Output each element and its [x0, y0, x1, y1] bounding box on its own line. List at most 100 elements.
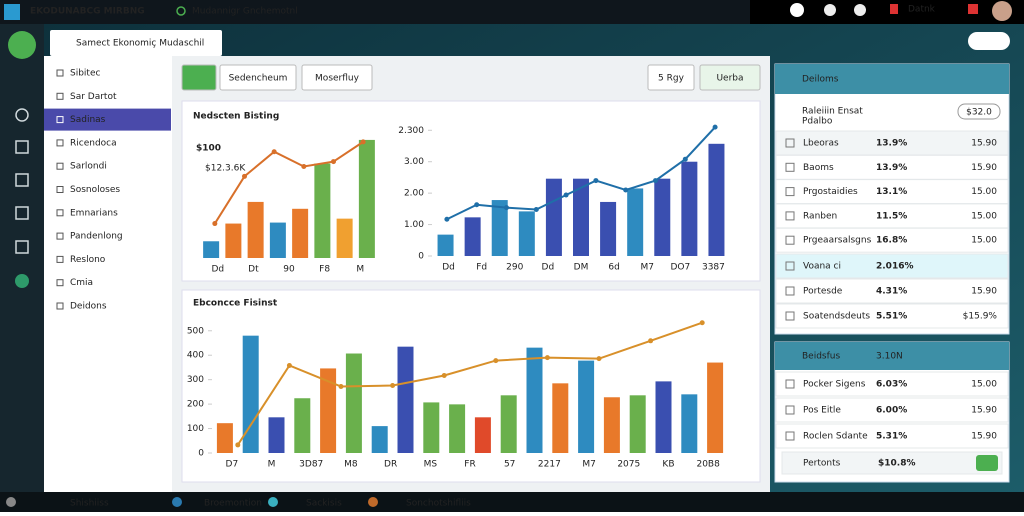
list-row[interactable]: [775, 154, 1009, 180]
y-tick-label: 3.00: [404, 157, 424, 167]
row-change: 4.31%: [876, 287, 907, 297]
avatar[interactable]: [992, 1, 1012, 21]
trend-point: [533, 206, 539, 212]
bar: [216, 423, 233, 453]
rail-icon[interactable]: [15, 140, 29, 154]
y-tick-label: 300: [187, 375, 204, 385]
trend-point: [653, 178, 658, 184]
list-row[interactable]: [775, 253, 1009, 279]
row-value: 15.00: [971, 236, 997, 246]
chart-value: $100: [196, 144, 221, 154]
toolbar-button[interactable]: [181, 64, 217, 91]
bar: [292, 208, 309, 258]
toolbar-button[interactable]: [699, 64, 761, 91]
icon[interactable]: [968, 4, 978, 14]
rail-icon[interactable]: [15, 173, 29, 187]
row-value: 15.00: [971, 211, 997, 221]
bar: [314, 163, 331, 258]
rail-icon[interactable]: [15, 206, 29, 220]
panel-title: Deiloms: [802, 75, 839, 85]
rail-icon-active[interactable]: [8, 31, 36, 59]
y-tick-label: 400: [187, 351, 204, 361]
bar: [578, 360, 595, 453]
footer-name: Pertonts: [803, 459, 841, 469]
bar: [371, 426, 388, 453]
row-change: 5.31%: [876, 432, 907, 442]
list-row[interactable]: [775, 227, 1009, 253]
footer-button[interactable]: [976, 455, 998, 471]
trend-point: [360, 139, 366, 145]
x-tick-label: M7: [582, 460, 596, 470]
taskbar-icon[interactable]: [268, 497, 278, 507]
chart-card: [181, 289, 761, 483]
x-tick-label: KB: [662, 460, 674, 470]
row-icon: [785, 235, 795, 245]
search-button[interactable]: [968, 32, 1010, 50]
sidebar-icon: [56, 92, 64, 100]
icon[interactable]: [790, 3, 804, 17]
list-row[interactable]: [775, 423, 1009, 449]
x-tick-label: Dd: [542, 263, 555, 273]
row-change: 5.51%: [876, 312, 907, 322]
sidebar-icon: [56, 69, 64, 77]
icon[interactable]: [854, 4, 866, 16]
row-change: 13.9%: [876, 163, 907, 173]
bar: [203, 241, 220, 258]
bar: [518, 211, 535, 256]
row-name: Pos Eitle: [803, 406, 841, 416]
row-icon: [785, 405, 795, 415]
row-value: 15.90: [971, 163, 997, 173]
bar: [269, 222, 286, 258]
icon[interactable]: [824, 4, 836, 16]
rail-icon[interactable]: [15, 240, 29, 254]
taskbar-icon[interactable]: [6, 497, 16, 507]
taskbar-icon[interactable]: [172, 497, 182, 507]
rail-icon[interactable]: [15, 274, 29, 288]
y-tick-label: 0: [418, 252, 424, 262]
toolbar-button[interactable]: [219, 64, 297, 91]
row-change: 13.9%: [876, 139, 907, 149]
sidebar-item: Ricendoca: [70, 138, 117, 148]
trend-point: [235, 442, 241, 448]
bar: [397, 346, 414, 453]
sidebar-item: Pandenlong: [70, 232, 123, 242]
bar: [681, 161, 698, 256]
sidebar-icon: [56, 232, 64, 240]
icon[interactable]: [890, 4, 898, 14]
list-row[interactable]: [781, 451, 1003, 475]
toolbar-button[interactable]: [301, 64, 373, 91]
taskbar-item: Sonchotshifliis: [406, 499, 471, 509]
bar: [654, 178, 671, 256]
bar: [491, 200, 508, 256]
row-icon: [785, 261, 795, 271]
list-row[interactable]: [775, 397, 1009, 423]
bar: [627, 188, 644, 256]
toolbar-button[interactable]: [647, 64, 695, 91]
x-tick-label: DR: [384, 460, 397, 470]
row-name: Prgostaidies: [803, 187, 858, 197]
bar: [600, 201, 617, 256]
tab[interactable]: [50, 30, 222, 56]
list-row[interactable]: [775, 278, 1009, 304]
row-name: Baoms: [803, 163, 834, 173]
list-row[interactable]: [775, 371, 1009, 397]
taskbar-item: Shishiiss: [70, 499, 109, 509]
footer-value: $10.8%: [878, 459, 916, 469]
bar: [500, 395, 517, 453]
sidebar-icon: [56, 255, 64, 263]
row-change: 2.016%: [876, 262, 914, 272]
sidebar-item: Emnarians: [70, 208, 118, 218]
taskbar-item: Sackisis: [306, 499, 342, 509]
list-row[interactable]: [775, 130, 1009, 156]
list-row[interactable]: [775, 303, 1009, 329]
x-tick-label: 90: [283, 265, 295, 275]
row-value: 15.00: [971, 187, 997, 197]
rail-icon[interactable]: [15, 108, 29, 122]
taskbar-icon[interactable]: [368, 497, 378, 507]
app-name: EKODUNABCG MIRBNG: [30, 7, 145, 17]
x-tick-label: 6d: [608, 263, 619, 273]
trend-point: [648, 338, 654, 344]
row-value: 15.90: [971, 287, 997, 297]
list-row[interactable]: [775, 179, 1009, 205]
y-tick-label: 500: [187, 326, 204, 336]
